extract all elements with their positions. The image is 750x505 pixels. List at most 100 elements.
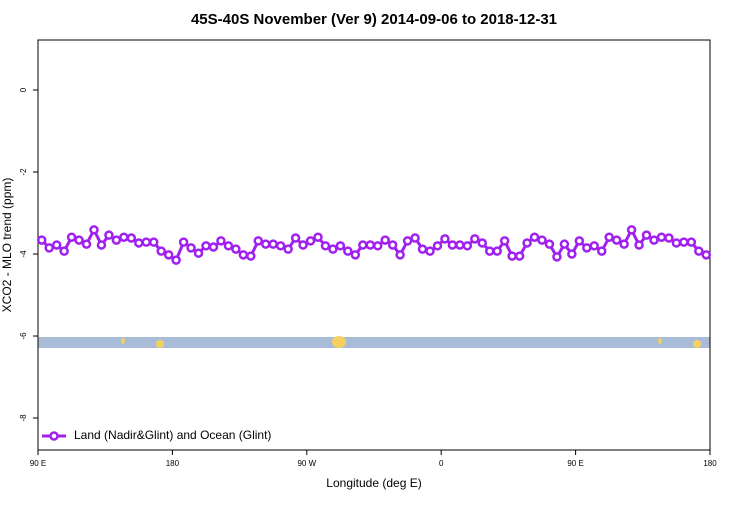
point <box>216 236 226 246</box>
point <box>96 240 107 250</box>
point <box>694 246 704 256</box>
point <box>59 246 69 256</box>
point <box>275 241 286 251</box>
point <box>484 246 495 256</box>
point <box>455 240 465 250</box>
point <box>589 241 600 251</box>
land-patch <box>121 338 125 344</box>
ocean-band <box>38 337 710 348</box>
point <box>141 237 152 247</box>
point <box>246 251 256 261</box>
y-tick-label: -4 <box>19 250 28 258</box>
point <box>163 250 174 260</box>
point <box>537 235 547 245</box>
point <box>440 234 450 244</box>
point <box>290 233 301 243</box>
point <box>134 238 144 248</box>
point <box>664 233 674 243</box>
point <box>552 252 562 262</box>
land-patch <box>693 340 701 348</box>
point <box>74 235 84 245</box>
point <box>679 237 689 247</box>
point <box>611 235 622 245</box>
point <box>253 236 264 246</box>
point <box>231 244 241 254</box>
plot-frame <box>37 39 711 451</box>
land-patch <box>156 340 164 348</box>
point <box>89 225 99 235</box>
point <box>499 236 510 246</box>
point <box>372 241 383 251</box>
point <box>238 250 249 260</box>
point <box>425 246 435 256</box>
land-ocean-strip <box>38 336 710 348</box>
point <box>350 250 361 260</box>
point <box>343 246 353 256</box>
point <box>365 240 376 250</box>
point <box>671 238 682 248</box>
point <box>66 232 77 242</box>
point <box>686 237 697 247</box>
point <box>186 243 196 253</box>
point <box>477 238 488 248</box>
x-tick-label: 0 <box>439 459 444 468</box>
point <box>544 239 555 249</box>
x-tick-label: 180 <box>703 459 717 468</box>
point <box>358 240 368 250</box>
point <box>492 246 502 256</box>
point <box>559 239 570 249</box>
point <box>156 246 166 256</box>
point <box>582 243 592 253</box>
point <box>111 235 122 245</box>
point <box>328 244 338 254</box>
y-tick-label: -6 <box>19 332 28 340</box>
point <box>447 240 458 250</box>
y-tick-label: -2 <box>19 168 28 176</box>
point <box>649 235 659 245</box>
point <box>148 237 159 247</box>
point <box>574 236 585 246</box>
x-tick-label: 90 W <box>297 459 316 468</box>
point <box>44 243 54 253</box>
point <box>380 235 390 245</box>
point <box>126 233 137 243</box>
point <box>387 240 398 250</box>
x-tick-label: 90 E <box>567 459 583 468</box>
point <box>470 234 480 244</box>
point <box>462 241 473 251</box>
point <box>260 239 271 249</box>
point <box>596 246 607 256</box>
point <box>81 239 92 249</box>
point <box>51 240 62 250</box>
point <box>701 250 712 260</box>
point <box>634 240 644 250</box>
point <box>298 240 308 250</box>
legend-marker <box>49 431 59 441</box>
point <box>567 249 577 259</box>
point <box>268 239 278 249</box>
point <box>619 239 629 249</box>
point <box>507 251 517 261</box>
point <box>119 232 129 242</box>
legend-label: Land (Nadir&Glint) and Ocean (Glint) <box>74 428 271 442</box>
point <box>305 236 316 246</box>
point <box>417 244 428 254</box>
point <box>178 237 189 247</box>
point <box>104 230 114 240</box>
point <box>529 232 540 242</box>
x-axis-label: Longitude (deg E) <box>326 476 421 490</box>
point <box>36 235 47 245</box>
y-axis-label: XCO2 - MLO trend (ppm) <box>0 178 14 313</box>
point <box>201 241 211 251</box>
point <box>223 241 234 251</box>
point <box>313 232 323 242</box>
point <box>208 242 219 252</box>
y-tick-label: 0 <box>19 87 28 92</box>
x-tick-label: 90 E <box>30 459 46 468</box>
point <box>656 232 667 242</box>
point <box>410 233 420 243</box>
point <box>604 232 614 242</box>
x-tick-label: 180 <box>166 459 180 468</box>
point <box>641 230 652 240</box>
